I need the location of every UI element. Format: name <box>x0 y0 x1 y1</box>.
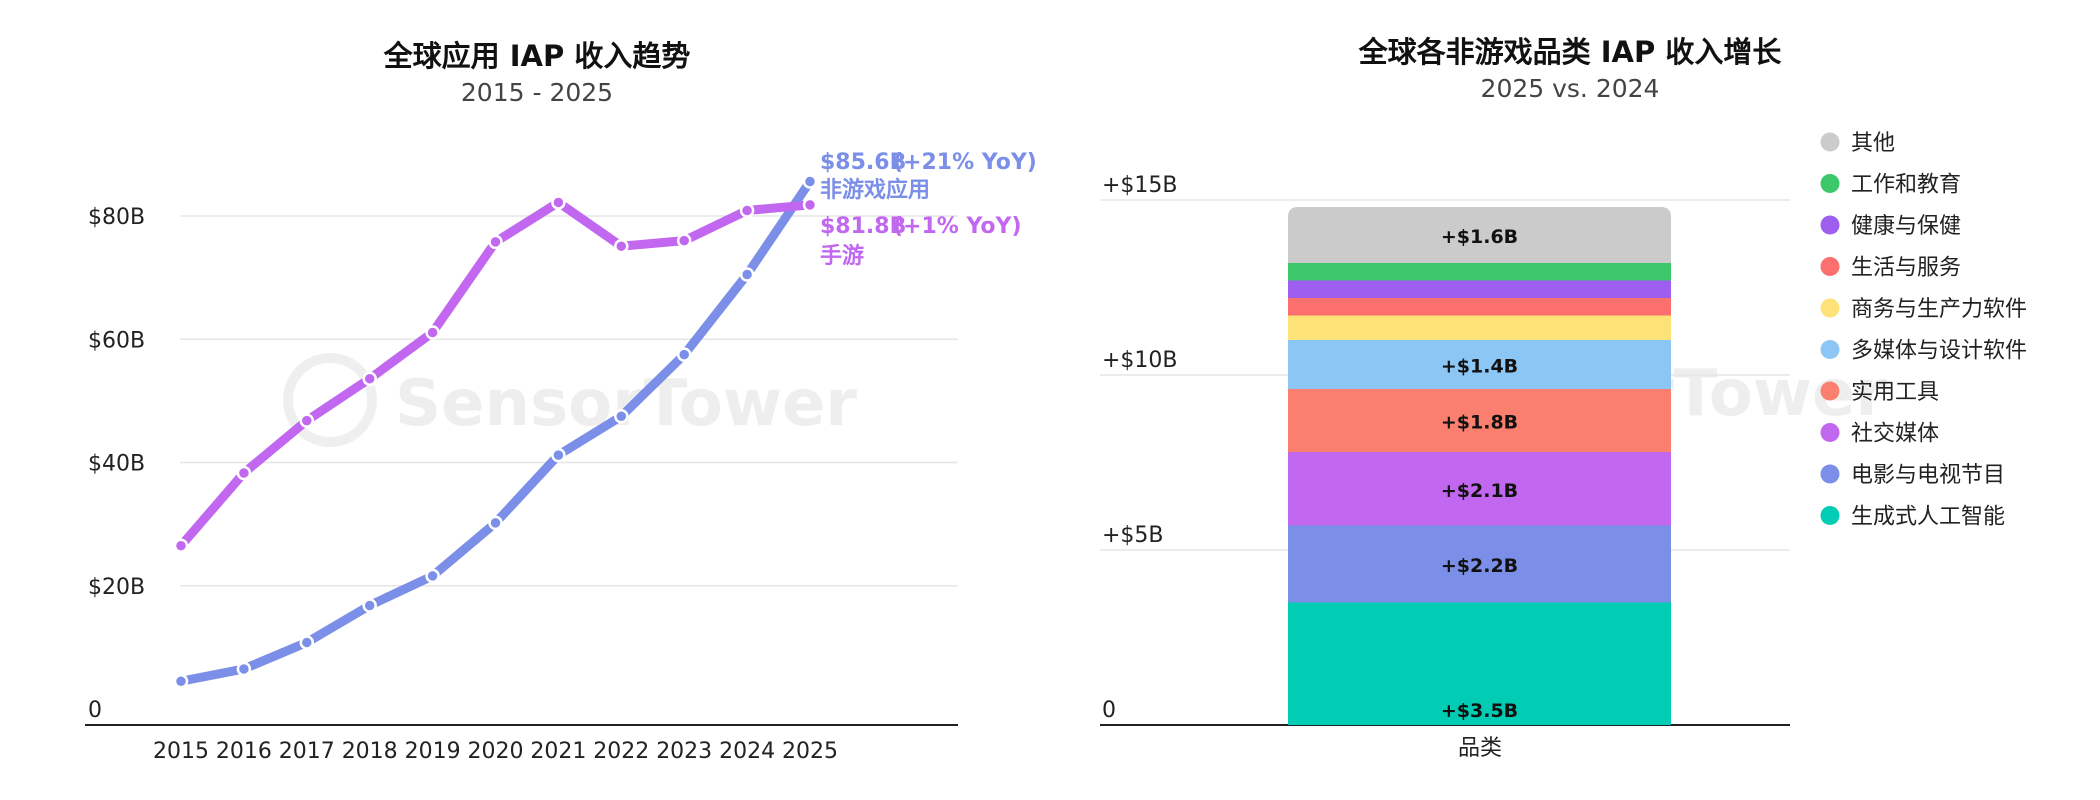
line-point <box>802 174 818 189</box>
legend-label: 生成式人工智能 <box>1851 505 2005 530</box>
line-point <box>488 234 503 250</box>
annotation-games-change: (+1% YoY) <box>893 214 1022 239</box>
annotation-games-value: $81.8B <box>820 214 906 239</box>
legend-swatch <box>1820 298 1840 318</box>
bar-segment <box>1288 207 1671 263</box>
legend-swatch <box>1820 174 1840 193</box>
legend-label: 健康与保健 <box>1851 214 1961 239</box>
line-point <box>299 635 315 650</box>
bar-segment <box>1288 340 1671 389</box>
line-point <box>614 238 629 254</box>
bar-chart-xlabel: 品类 <box>1458 736 1502 761</box>
bar-chart-subtitle: 2025 vs. 2024 <box>1481 74 1660 103</box>
line-chart-y-tick-label: $40B <box>88 452 145 477</box>
line-point <box>614 409 629 424</box>
line-point <box>362 598 377 613</box>
watermark-left: SensorTower <box>283 353 857 447</box>
line-point <box>551 447 566 463</box>
bar-chart-y-tick-label: 0 <box>1102 698 1116 723</box>
line-point <box>676 233 692 248</box>
legend-label: 商务与生产力软件 <box>1851 297 2027 322</box>
line-chart-x-tick-label: 2020 <box>468 739 524 764</box>
line-chart-iap-trend: 全球应用 IAP 收入趋势 2015 - 2025 0 $20B $40B $60B $… <box>85 39 1037 764</box>
line-chart-x-tick-label: 2017 <box>279 739 335 764</box>
bar-segment-label: +$1.6B <box>1441 226 1518 248</box>
line-chart-x-tick-label: 2015 <box>153 739 209 764</box>
bar-segment <box>1288 263 1671 281</box>
line-chart-subtitle: 2015 - 2025 <box>461 78 613 107</box>
annotation-non-game-change: (+21% YoY) <box>893 150 1037 175</box>
line-point <box>739 203 755 218</box>
svg-text:SensorTower: SensorTower <box>395 367 857 441</box>
bar-segment <box>1288 525 1671 603</box>
bar-segment <box>1288 602 1671 725</box>
annotation-non-game-value: $85.6B <box>820 150 906 175</box>
line-chart-y-tick-label: $80B <box>88 205 145 230</box>
line-chart-x-tick-label: 2021 <box>530 739 586 764</box>
line-point <box>299 413 315 428</box>
line-point <box>362 371 377 386</box>
line-chart-x-tick-label: 2019 <box>405 739 461 764</box>
legend-swatch <box>1820 423 1840 442</box>
line-chart-x-tick-label: 2023 <box>656 739 712 764</box>
bar-chart-title: 全球各非游戏品类 IAP 收入增长 <box>1358 35 1783 69</box>
legend-label: 电影与电视节目 <box>1851 463 2005 488</box>
bar-chart-y-tick-label: +$10B <box>1102 348 1178 373</box>
legend-label: 社交媒体 <box>1851 422 1939 447</box>
bar-segment-label: +$2.1B <box>1441 480 1518 502</box>
line-point <box>173 674 189 689</box>
line-chart-y-tick-label: $60B <box>88 328 145 353</box>
legend-swatch <box>1820 132 1840 152</box>
line-point <box>236 465 252 481</box>
legend-label: 工作和教育 <box>1851 173 1961 198</box>
bar-segment <box>1288 280 1671 298</box>
line-point <box>425 568 440 584</box>
bar-chart-y-tick-label: +$15B <box>1102 173 1178 198</box>
line-chart-x-tick-label: 2018 <box>342 739 398 764</box>
bar-segment-label: +$1.4B <box>1441 356 1518 378</box>
bar-segment-label: +$2.2B <box>1441 555 1518 577</box>
legend-swatch <box>1820 257 1840 276</box>
legend-label: 生活与服务 <box>1851 256 1961 281</box>
line-point <box>173 538 189 553</box>
annotation-non-game-name: 非游戏应用 <box>820 177 930 203</box>
bar-segment <box>1288 298 1671 316</box>
line-point <box>739 267 755 282</box>
line-chart-y-tick-label: 0 <box>88 698 102 723</box>
line-point <box>551 195 566 210</box>
legend-swatch <box>1820 464 1840 484</box>
legend-swatch <box>1820 340 1840 359</box>
line-chart-x-tick-label: 2024 <box>719 739 775 764</box>
bar-segment <box>1288 389 1671 452</box>
line-chart-x-tick-label: 2022 <box>593 739 649 764</box>
bar-segment-label: +$1.8B <box>1441 412 1518 434</box>
bar-segment <box>1288 452 1671 526</box>
line-chart-y-tick-label: $20B <box>88 575 145 600</box>
line-point <box>236 661 252 677</box>
legend-swatch <box>1820 215 1840 235</box>
bar-chart-y-tick-label: +$5B <box>1102 523 1164 548</box>
bar-segment-label: +$3.5B <box>1441 700 1518 722</box>
line-chart-title: 全球应用 IAP 收入趋势 <box>383 39 691 73</box>
line-chart-x-tick-label: 2025 <box>782 739 838 764</box>
legend-label: 其他 <box>1851 131 1895 156</box>
line-point <box>676 347 692 362</box>
line-point <box>425 325 440 340</box>
bar-segment <box>1288 315 1671 340</box>
legend-label: 多媒体与设计软件 <box>1851 339 2027 364</box>
line-point <box>488 515 503 531</box>
annotation-games-name: 手游 <box>820 243 864 269</box>
line-chart-x-tick-label: 2016 <box>216 739 272 764</box>
legend-swatch <box>1820 381 1840 401</box>
legend-label: 实用工具 <box>1851 380 1939 405</box>
legend-swatch <box>1820 506 1840 525</box>
line-point <box>802 197 818 213</box>
stacked-bar-chart-category-growth: 全球各非游戏品类 IAP 收入增长 2025 vs. 2024 0 +$5B +$1… <box>1100 35 2027 761</box>
